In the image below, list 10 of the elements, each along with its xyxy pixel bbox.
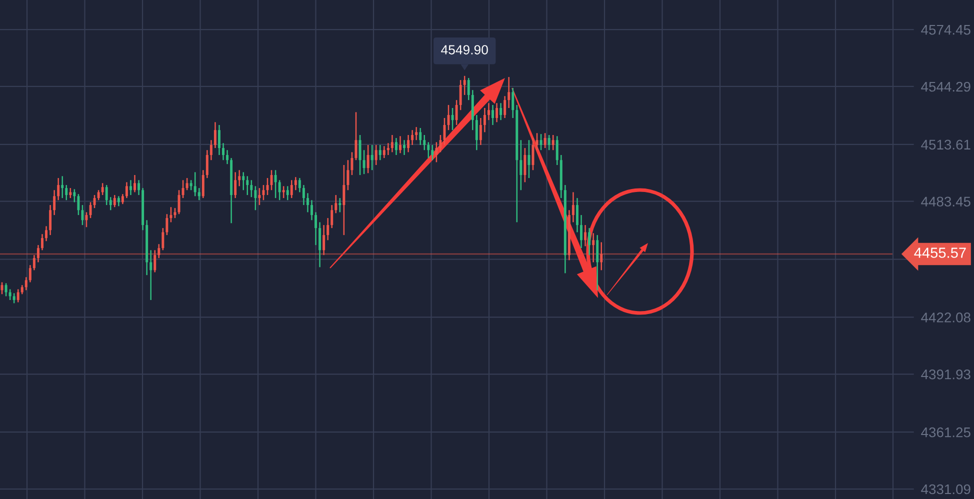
y-tick-label: 4331.09: [921, 484, 970, 494]
y-tick-label: 4361.25: [921, 427, 970, 438]
y-tick-label: 4483.45: [921, 196, 970, 207]
y-tick-label: 4422.08: [921, 312, 970, 322]
y-tick-label: 4391.93: [921, 369, 970, 380]
ref-line-label: 4455.57: [914, 248, 966, 258]
y-tick-label: 4574.45: [921, 25, 970, 35]
y-tick-label: 4544.29: [921, 82, 970, 92]
y-tick-label: 4513.61: [921, 140, 970, 150]
annotation: 4549.90: [441, 45, 488, 54]
